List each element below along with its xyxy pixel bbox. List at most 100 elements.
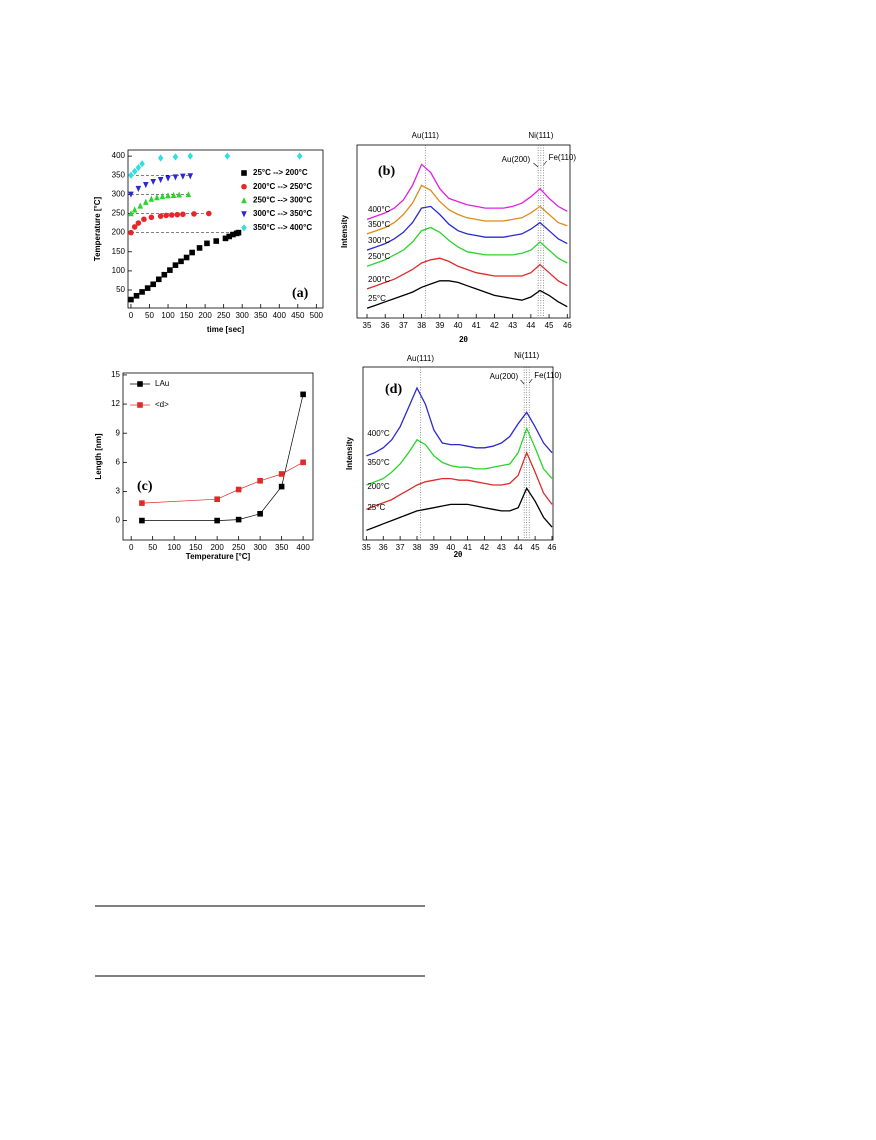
x-tick-label: 35 — [362, 543, 371, 552]
x-tick-label: 350 — [275, 543, 289, 552]
x-tick-label: 45 — [531, 543, 540, 552]
y-tick-label: 0 — [116, 516, 121, 525]
marker — [196, 245, 203, 251]
x-tick-label: 400 — [296, 543, 310, 552]
series-line — [366, 486, 553, 531]
series-label: 200°C — [368, 275, 391, 284]
panel-label: (c) — [137, 479, 153, 494]
reference-label: Au(200) — [490, 372, 519, 381]
marker — [157, 154, 164, 162]
marker — [172, 262, 179, 268]
x-tick-label: 46 — [548, 543, 557, 552]
y-tick-label: 400 — [112, 151, 126, 160]
marker — [241, 170, 247, 176]
x-axis-label: 2θ — [459, 335, 468, 344]
panel-label: (b) — [378, 164, 395, 179]
x-tick-label: 35 — [363, 321, 372, 330]
marker — [148, 195, 155, 202]
marker — [176, 191, 182, 198]
series-line — [366, 450, 553, 510]
x-tick-label: 39 — [435, 321, 444, 330]
legend-label: 300°C --> 350°C — [253, 209, 312, 218]
x-tick-label: 44 — [526, 321, 535, 330]
pointer — [528, 378, 533, 384]
marker — [300, 391, 306, 398]
marker — [241, 224, 247, 232]
x-tick-label: 300 — [253, 543, 267, 552]
marker — [241, 183, 247, 190]
marker — [174, 211, 181, 218]
marker — [159, 192, 166, 200]
y-tick-label: 100 — [112, 266, 126, 275]
reference-label: Au(111) — [407, 354, 435, 363]
x-tick-label: 42 — [490, 321, 499, 330]
legend-marker — [137, 402, 143, 408]
marker — [191, 211, 197, 217]
x-tick-label: 37 — [399, 321, 408, 330]
series-line — [366, 184, 568, 235]
marker — [235, 516, 242, 523]
series-line — [366, 226, 568, 267]
marker — [170, 191, 177, 198]
reference-label: Ni(111) — [528, 131, 553, 140]
legend-label: 350°C --> 400°C — [253, 223, 312, 232]
y-tick-label: 150 — [112, 247, 126, 256]
marker — [133, 292, 140, 299]
legend-label: LAu — [155, 379, 169, 388]
series-label: 200°C — [367, 482, 390, 491]
x-tick-label: 41 — [463, 543, 472, 552]
legend-label: 250°C --> 300°C — [253, 196, 312, 205]
legend-marker — [137, 381, 143, 387]
marker — [187, 152, 194, 160]
marker — [230, 231, 236, 238]
marker — [300, 459, 306, 466]
series-line — [366, 280, 568, 309]
reference-label: Fe(110) — [534, 371, 562, 380]
marker — [154, 194, 160, 201]
marker — [296, 152, 303, 160]
marker — [135, 163, 142, 172]
marker — [167, 267, 173, 273]
series-label: 25°C — [368, 294, 386, 303]
series-line — [366, 386, 553, 457]
x-tick-label: 200 — [210, 543, 224, 552]
x-tick-label: 41 — [472, 321, 481, 330]
x-tick-label: 500 — [310, 311, 324, 320]
marker — [172, 153, 179, 161]
series-line — [366, 163, 568, 221]
series-label: 250°C — [368, 252, 391, 261]
marker — [204, 240, 210, 247]
x-tick-label: 38 — [413, 543, 422, 552]
x-tick-label: 150 — [189, 543, 203, 552]
y-tick-label: 300 — [112, 189, 126, 198]
legend-label: 25°C --> 200°C — [253, 168, 308, 177]
x-tick-label: 250 — [232, 543, 246, 552]
marker — [157, 177, 164, 184]
y-tick-label: 12 — [111, 399, 120, 408]
marker — [214, 517, 220, 524]
x-tick-label: 0 — [129, 311, 134, 320]
series-label: 400°C — [367, 429, 390, 438]
marker — [226, 233, 233, 240]
y-axis-label: Temperature [°C] — [93, 196, 102, 261]
series-label: 400°C — [368, 205, 391, 214]
plot-frame — [127, 149, 324, 309]
reference-label: Au(200) — [502, 155, 531, 164]
marker — [213, 238, 220, 244]
marker — [139, 160, 145, 168]
series-label: 350°C — [367, 458, 390, 467]
marker — [157, 213, 164, 219]
x-tick-label: 150 — [180, 311, 194, 320]
panel-label: (a) — [292, 286, 309, 301]
x-tick-label: 350 — [254, 311, 268, 320]
x-tick-label: 44 — [514, 543, 523, 552]
y-tick-label: 350 — [112, 170, 126, 179]
y-axis-label: Intensity — [340, 215, 349, 248]
y-tick-label: 200 — [112, 228, 126, 237]
marker — [135, 220, 142, 226]
y-tick-label: 3 — [116, 487, 121, 496]
marker — [165, 175, 171, 182]
marker — [165, 192, 171, 199]
marker — [161, 271, 168, 278]
